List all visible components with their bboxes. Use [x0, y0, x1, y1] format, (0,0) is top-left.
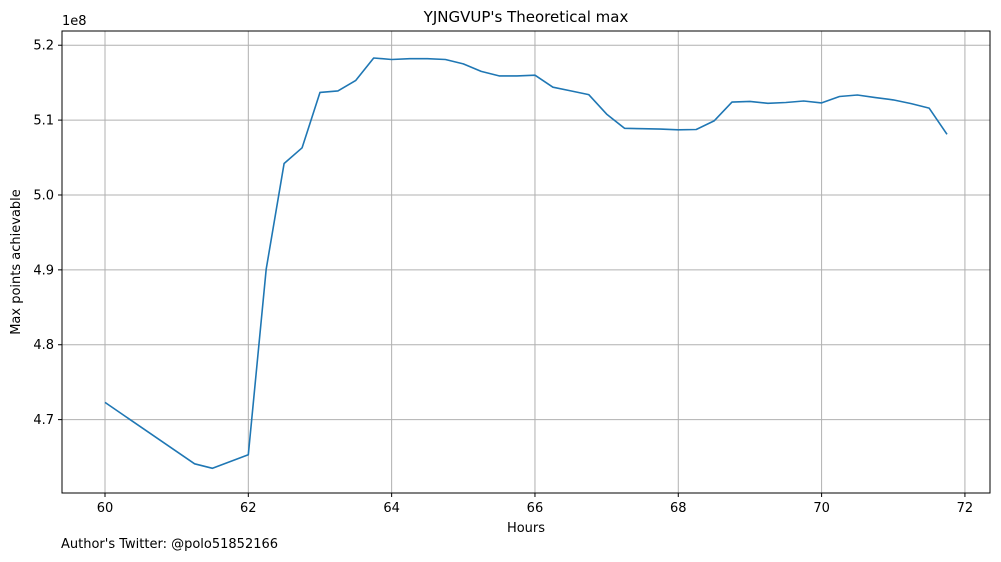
x-axis-ticks: 60 62 64 66 68 70 72: [97, 493, 973, 516]
x-tick-label: 72: [957, 501, 974, 516]
y-axis-offset-label: 1e8: [62, 14, 87, 29]
y-tick-label: 4.9: [33, 263, 54, 278]
y-axis-ticks: 4.7 4.8 4.9 5.0 5.1 5.2: [33, 39, 62, 428]
x-tick-label: 64: [383, 501, 400, 516]
y-axis-label: Max points achievable: [9, 189, 24, 335]
x-axis-label: Hours: [507, 521, 545, 536]
y-tick-label: 4.7: [33, 413, 54, 428]
x-tick-label: 66: [527, 501, 544, 516]
x-tick-label: 60: [97, 501, 114, 516]
y-tick-label: 5.1: [33, 114, 54, 129]
y-tick-label: 4.8: [33, 338, 54, 353]
grid-lines: [62, 31, 990, 493]
y-tick-label: 5.2: [33, 39, 54, 54]
series-layer: [104, 57, 948, 470]
x-tick-label: 70: [813, 501, 830, 516]
plot-frame: [61, 30, 991, 494]
chart-title: YJNGVUP's Theoretical max: [423, 8, 629, 26]
y-tick-label: 5.0: [33, 188, 54, 203]
x-tick-label: 62: [240, 501, 257, 516]
author-twitter-annotation: Author's Twitter: @polo51852166: [61, 537, 279, 552]
x-tick-label: 68: [670, 501, 687, 516]
series-line: [104, 57, 948, 470]
